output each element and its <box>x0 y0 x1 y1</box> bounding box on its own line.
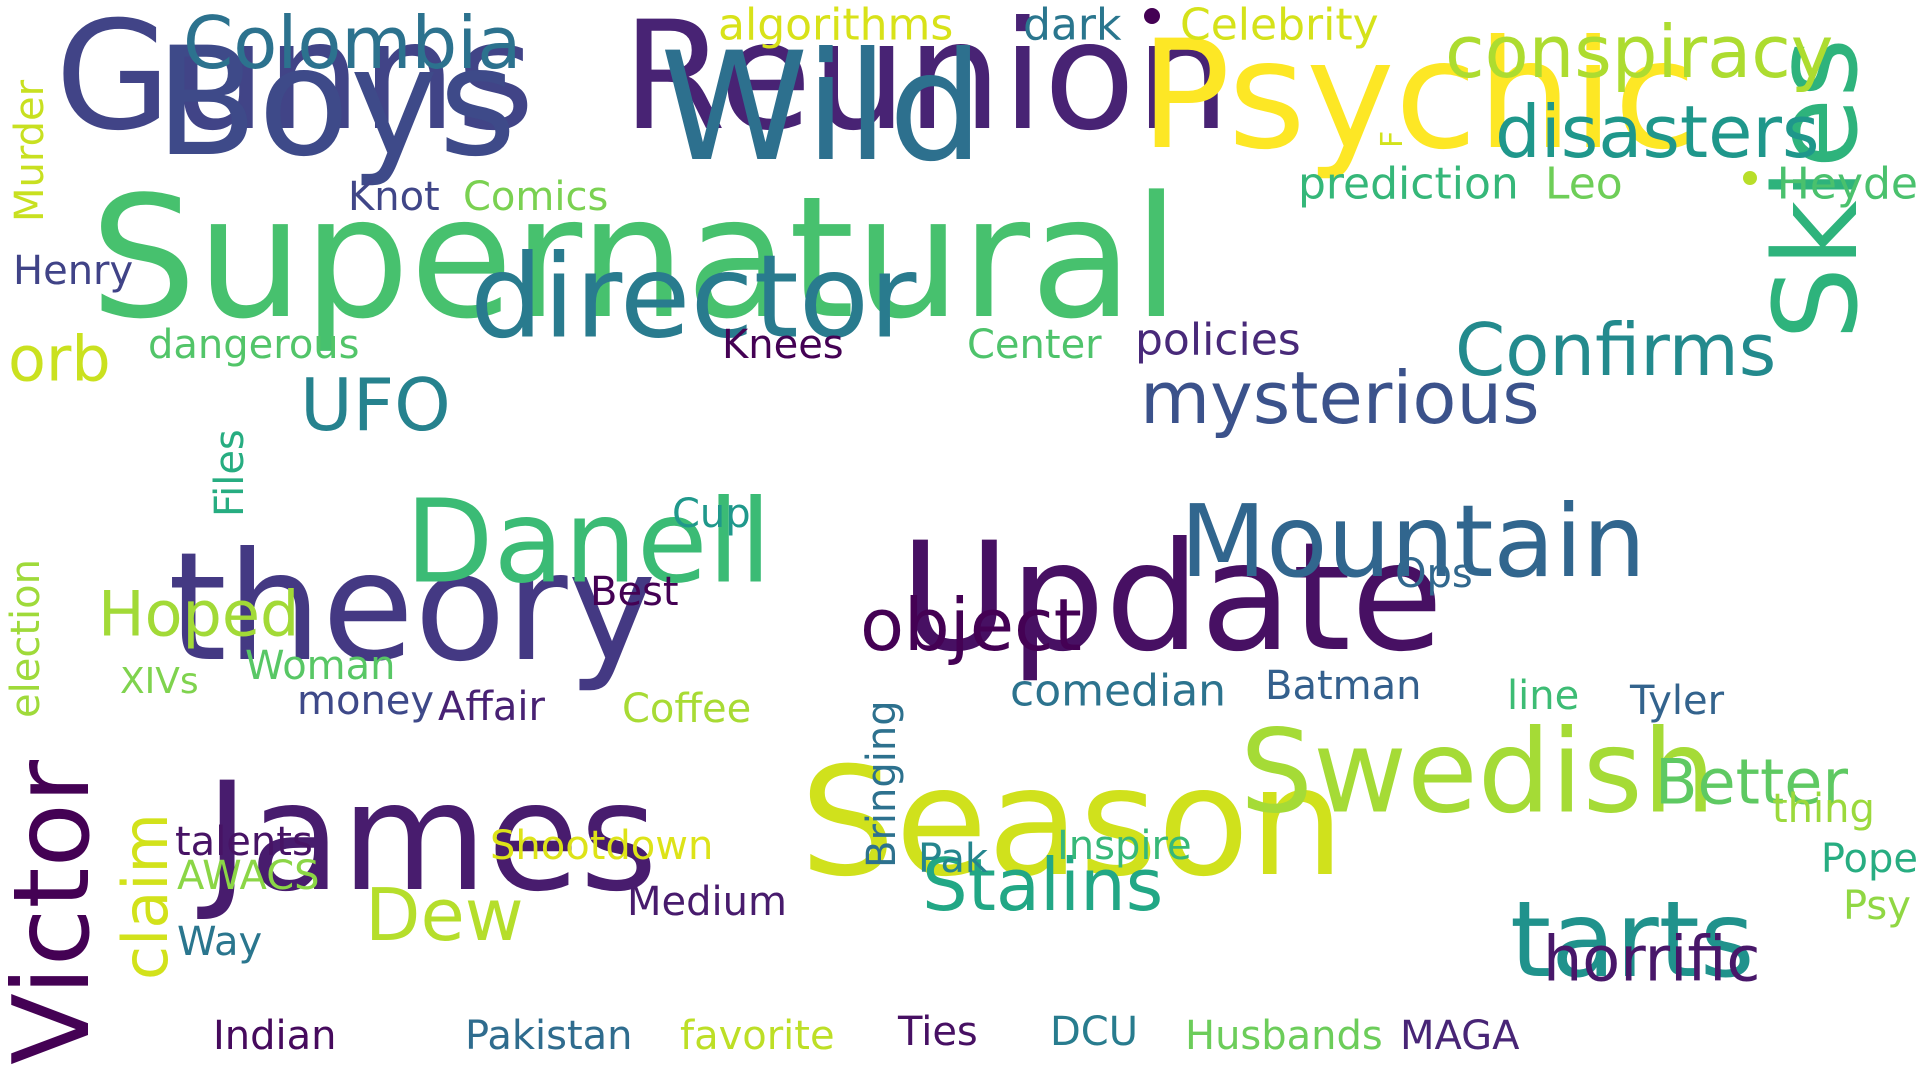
word: Shootdown <box>490 822 714 869</box>
word: mysterious <box>1140 355 1540 440</box>
word: Comics <box>463 173 609 220</box>
word: comedian <box>1010 665 1227 717</box>
word: line <box>1507 672 1580 719</box>
word: Danell <box>405 475 772 610</box>
word: object <box>860 582 1082 667</box>
word: Coffee <box>622 685 752 732</box>
word: Psy <box>1843 882 1911 929</box>
word: Boys <box>155 16 517 190</box>
word: F <box>1375 130 1410 148</box>
word: Inspire <box>1057 822 1192 869</box>
word: AWACS <box>177 852 320 899</box>
word: dangerous <box>148 321 360 368</box>
word: Pope <box>1820 835 1918 882</box>
word: UFO <box>300 362 451 447</box>
word: Wild <box>660 21 984 195</box>
word: Colombia <box>183 0 522 85</box>
word: director <box>470 230 917 365</box>
word: policies <box>1135 314 1301 366</box>
word: Knot <box>348 173 440 220</box>
word: Swedish <box>1240 705 1716 840</box>
word: Update <box>900 511 1444 685</box>
word: Stalins <box>922 842 1164 927</box>
word: Ties <box>898 1008 978 1055</box>
word: Cup <box>672 490 751 537</box>
word: orb <box>8 322 111 396</box>
word: Victor <box>0 759 113 1065</box>
word: Ops <box>1395 550 1473 597</box>
word: Pak <box>918 835 988 882</box>
word: thing <box>1772 785 1875 832</box>
word: Way <box>177 918 263 965</box>
word: claim <box>109 813 182 980</box>
word: Husbands <box>1185 1012 1383 1059</box>
word: disasters <box>1495 89 1820 174</box>
word: dark <box>1023 0 1122 51</box>
word: algorithms <box>718 0 954 51</box>
word: Batman <box>1265 662 1422 709</box>
word: Gunns <box>55 0 535 164</box>
word: Best <box>590 568 679 615</box>
word: Center <box>967 321 1102 368</box>
word: theory <box>168 521 657 695</box>
word: Murder <box>7 79 53 222</box>
word: Medium <box>627 878 787 925</box>
word: talents <box>175 818 313 865</box>
word: Dew <box>365 872 524 957</box>
word: XIVs <box>120 660 199 702</box>
dot <box>1743 171 1757 185</box>
word: Celebrity <box>1180 0 1379 51</box>
word: DCU <box>1050 1008 1139 1055</box>
word: tarts <box>1510 879 1755 1002</box>
word: Bringing <box>859 700 905 868</box>
word: Woman <box>245 642 396 689</box>
word: Affair <box>438 683 545 730</box>
word: election <box>3 559 49 718</box>
word: James <box>205 751 658 925</box>
word: Tyler <box>1630 677 1725 724</box>
word: Better <box>1655 745 1848 819</box>
word: money <box>297 677 435 724</box>
word: Mountain <box>1180 483 1646 600</box>
word: Pakistan <box>465 1012 633 1059</box>
word: Henry <box>13 247 134 294</box>
word: Knees <box>722 321 844 368</box>
word: Season <box>800 736 1345 910</box>
word: Hoped <box>98 577 300 651</box>
word: prediction <box>1298 158 1519 210</box>
word: Supernatural <box>90 159 1180 356</box>
word: Confirms <box>1455 307 1777 392</box>
word: favorite <box>680 1012 835 1059</box>
word: Heyde <box>1776 158 1918 210</box>
word: conspiracy <box>1445 9 1834 94</box>
word: Reunion <box>622 0 1231 164</box>
word: Indian <box>213 1012 337 1059</box>
word: Leo <box>1545 158 1623 210</box>
word: horrific <box>1543 922 1761 996</box>
word: Psychic <box>1140 9 1697 183</box>
word: MAGA <box>1400 1012 1520 1059</box>
word: Files <box>207 429 253 517</box>
dot <box>1144 8 1160 24</box>
